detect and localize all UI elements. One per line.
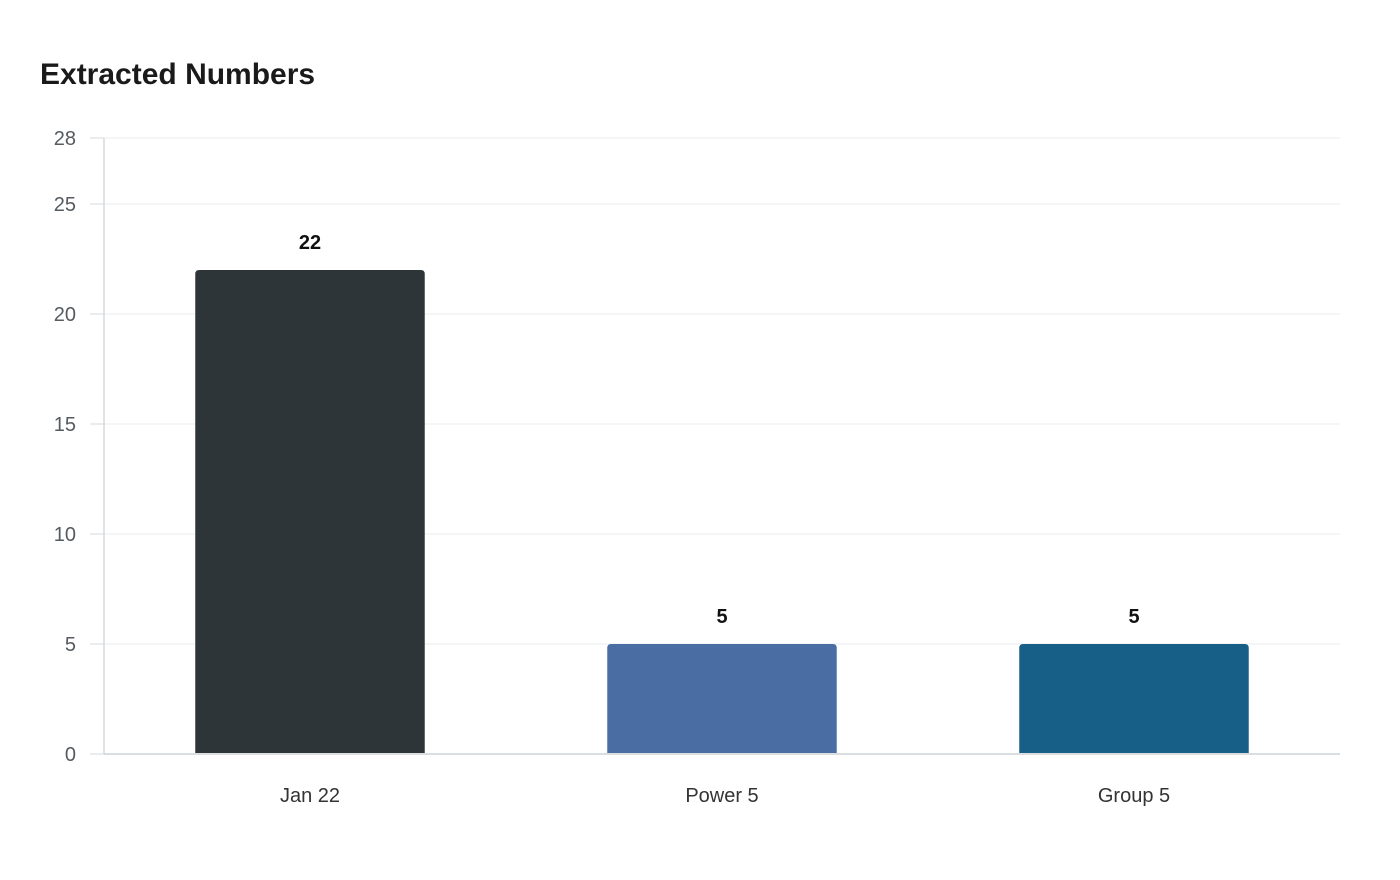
axes <box>90 137 1340 755</box>
bar-group-5 <box>1019 644 1249 753</box>
data-label: 5 <box>716 606 727 628</box>
y-tick-label: 28 <box>54 128 76 150</box>
chart-title: Extracted Numbers <box>40 58 316 91</box>
bar-jan-22 <box>195 270 425 753</box>
y-tick-label: 15 <box>54 414 76 436</box>
data-label: 22 <box>299 232 321 254</box>
x-tick-label: Jan 22 <box>280 785 340 807</box>
y-tick-label: 10 <box>54 524 76 546</box>
x-tick-label: Power 5 <box>685 785 758 807</box>
y-tick-label: 5 <box>65 634 76 656</box>
data-label: 5 <box>1128 606 1139 628</box>
x-tick-label: Group 5 <box>1098 785 1170 807</box>
y-tick-label: 25 <box>54 194 76 216</box>
bars <box>195 270 1249 753</box>
bar-power-5 <box>607 644 837 753</box>
y-tick-label: 0 <box>65 744 76 766</box>
labels: 0 5 10 15 20 25 28 22 Jan 22 5 Power 5 5 Group 5 <box>54 128 1170 807</box>
y-tick-label: 20 <box>54 304 76 326</box>
